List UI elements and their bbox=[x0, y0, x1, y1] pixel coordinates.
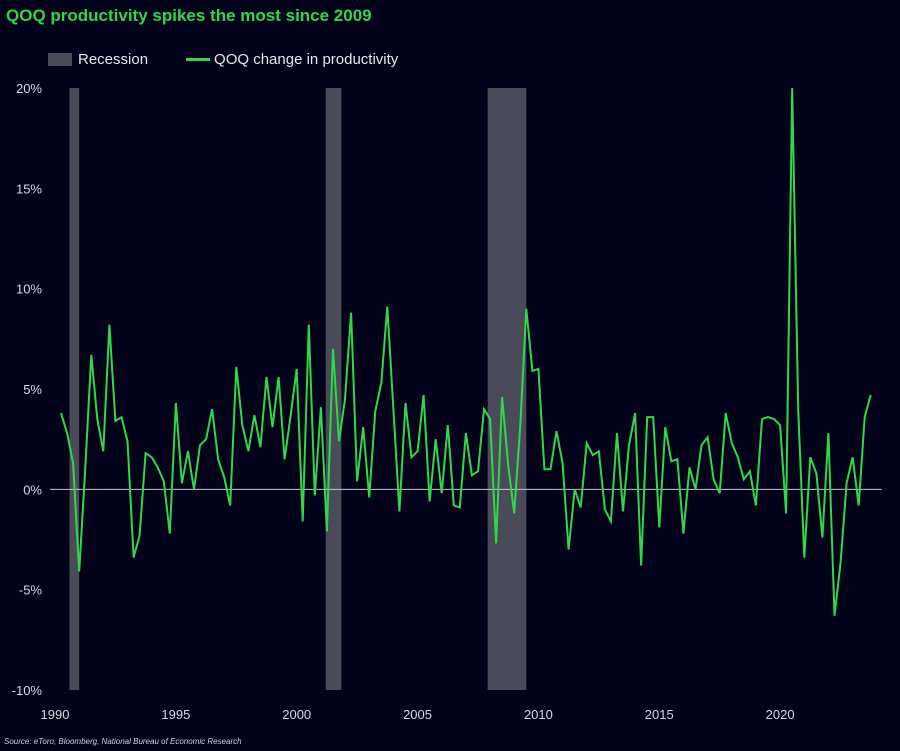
x-tick-label: 2010 bbox=[524, 707, 553, 722]
legend-item-recession: Recession bbox=[48, 51, 148, 68]
x-tick-label: 2020 bbox=[766, 707, 795, 722]
y-tick-label: 10% bbox=[16, 282, 42, 297]
recession-band bbox=[487, 88, 527, 690]
x-tick-label: 1995 bbox=[161, 707, 190, 722]
recession-band bbox=[69, 88, 80, 690]
legend-swatch-recession bbox=[48, 53, 72, 66]
legend-label-productivity: QOQ change in productivity bbox=[214, 51, 399, 68]
chart-title: QOQ productivity spikes the most since 2… bbox=[6, 6, 372, 25]
legend-swatch-productivity bbox=[186, 58, 211, 61]
y-tick-label: 20% bbox=[16, 81, 42, 96]
x-tick-label: 2015 bbox=[645, 707, 674, 722]
recession-band bbox=[325, 88, 342, 690]
x-tick-label: 1990 bbox=[41, 707, 70, 722]
y-tick-label: 5% bbox=[23, 382, 42, 397]
legend-item-productivity: QOQ change in productivity bbox=[186, 51, 398, 68]
source-note: Source: eToro, Bloomberg, National Burea… bbox=[4, 737, 242, 746]
y-tick-label: 15% bbox=[16, 181, 42, 196]
productivity-line bbox=[60, 87, 872, 616]
legend-label-recession: Recession bbox=[78, 51, 149, 68]
y-tick-label: -5% bbox=[19, 583, 43, 598]
y-tick-label: 0% bbox=[23, 482, 42, 497]
x-tick-label: 2000 bbox=[282, 707, 311, 722]
x-tick-label: 2005 bbox=[403, 707, 432, 722]
y-tick-label: -10% bbox=[12, 683, 43, 698]
legend: Recession QOQ change in productivity bbox=[48, 51, 436, 68]
